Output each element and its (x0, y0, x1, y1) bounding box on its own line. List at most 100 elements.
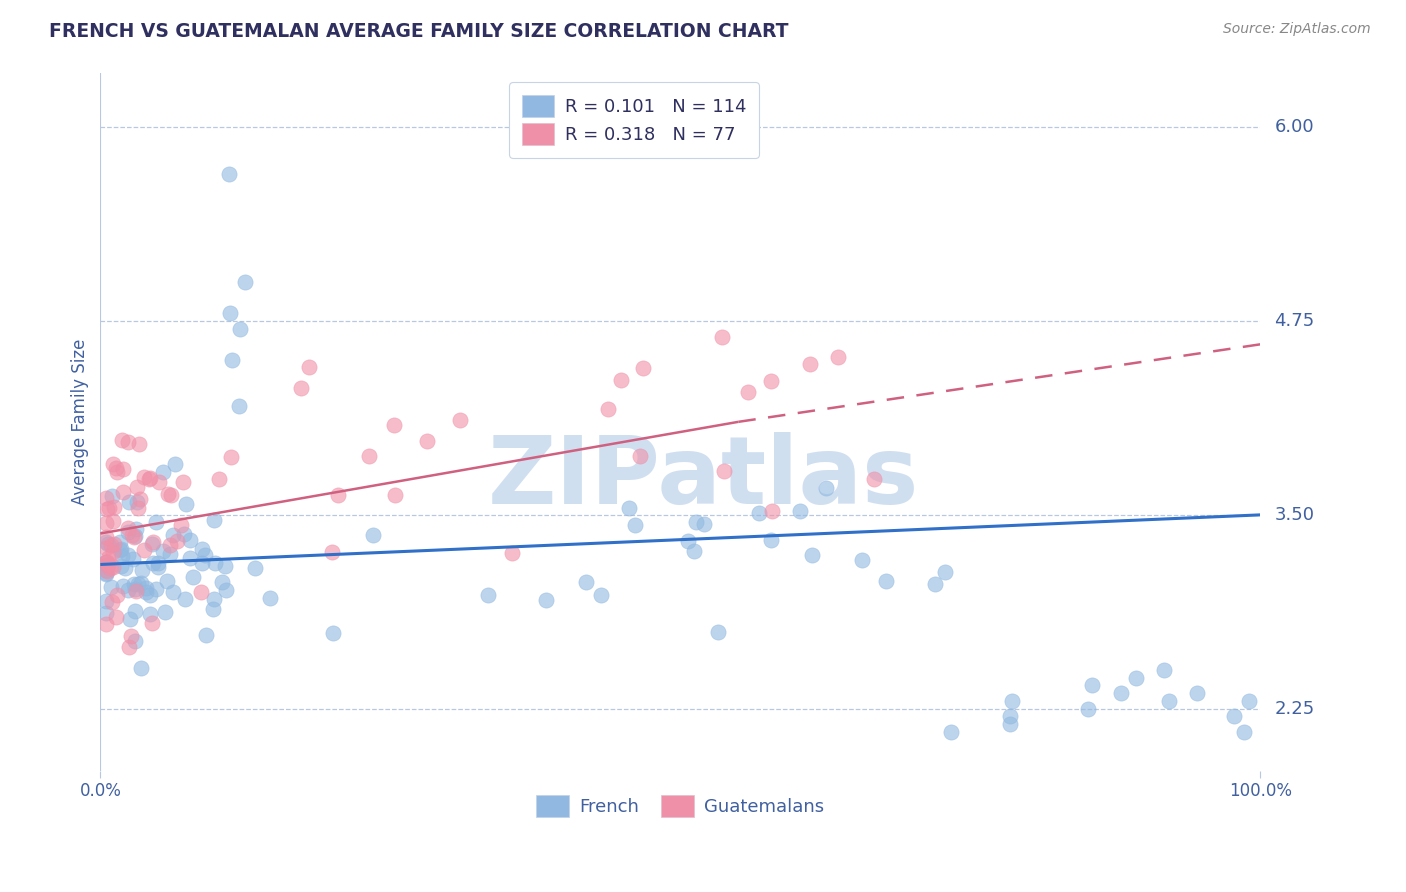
Point (96, 502, 118, 516)
Point (127, 495, 149, 509)
Point (110, 535, 132, 549)
Point (155, 605, 177, 619)
Point (416, 434, 439, 449)
Point (218, 167, 240, 181)
Point (142, 535, 165, 549)
Point (998, 709, 1021, 723)
Point (574, 574, 596, 589)
Point (631, 361, 654, 376)
Point (110, 559, 132, 574)
Point (117, 524, 139, 539)
Point (117, 549, 139, 563)
Point (628, 449, 651, 463)
Point (111, 484, 134, 499)
Point (174, 497, 197, 511)
Point (748, 506, 770, 520)
Point (101, 594, 124, 608)
Point (693, 516, 716, 531)
Point (94, 535, 117, 549)
Point (101, 515, 124, 529)
Point (118, 612, 141, 626)
Point (96, 551, 118, 566)
Point (259, 591, 281, 605)
Point (145, 582, 167, 596)
Point (125, 480, 148, 494)
Point (152, 465, 174, 479)
Point (117, 583, 139, 598)
Point (124, 604, 146, 618)
Point (214, 559, 236, 574)
Point (142, 556, 165, 570)
Point (1223, 709, 1246, 723)
Point (157, 487, 180, 501)
Point (117, 495, 139, 509)
Point (827, 351, 849, 365)
Point (678, 534, 700, 549)
Point (121, 528, 143, 542)
Point (799, 357, 821, 371)
Point (139, 471, 162, 485)
Point (219, 450, 242, 465)
Point (191, 556, 214, 570)
Point (624, 517, 647, 532)
Point (169, 518, 191, 533)
Point (290, 381, 312, 395)
Point (141, 615, 163, 630)
Text: 6.00: 6.00 (1274, 119, 1313, 136)
Text: 3.50: 3.50 (1274, 506, 1315, 524)
Point (122, 577, 145, 591)
Point (112, 461, 135, 475)
Point (934, 565, 956, 579)
Point (100, 581, 122, 595)
Point (1111, 686, 1133, 700)
Point (211, 574, 233, 589)
Point (100, 538, 122, 552)
Point (202, 602, 225, 616)
Point (245, 561, 267, 575)
Point (103, 537, 125, 551)
Point (103, 545, 125, 559)
Point (998, 717, 1021, 731)
Point (148, 556, 170, 570)
Point (159, 488, 181, 502)
Point (111, 434, 134, 448)
Point (1237, 694, 1260, 708)
Point (191, 542, 214, 557)
Point (1077, 701, 1099, 715)
Point (1081, 678, 1104, 692)
Point (107, 466, 129, 480)
Point (219, 306, 242, 320)
Point (501, 546, 523, 560)
Point (117, 521, 139, 535)
Point (124, 582, 146, 596)
Point (94, 555, 117, 569)
Point (204, 556, 226, 570)
Point (124, 522, 146, 536)
Point (98, 560, 121, 574)
Point (221, 352, 243, 367)
Point (610, 373, 633, 387)
Legend: French, Guatemalans: French, Guatemalans (529, 788, 832, 824)
Point (233, 275, 256, 289)
Point (924, 577, 946, 591)
Point (96, 555, 118, 569)
Point (815, 481, 838, 495)
Y-axis label: Average Family Size: Average Family Size (72, 339, 89, 505)
Point (105, 610, 128, 624)
Point (361, 528, 384, 542)
Point (181, 570, 204, 584)
Point (759, 533, 782, 548)
Point (103, 500, 125, 515)
Point (127, 501, 149, 516)
Point (94, 593, 117, 607)
Point (193, 548, 215, 562)
Point (298, 359, 321, 374)
Point (173, 527, 195, 541)
Point (128, 437, 150, 451)
Point (800, 548, 823, 562)
Point (94, 559, 117, 574)
Point (357, 449, 380, 463)
Point (326, 487, 349, 501)
Point (215, 583, 238, 598)
Point (117, 435, 139, 450)
